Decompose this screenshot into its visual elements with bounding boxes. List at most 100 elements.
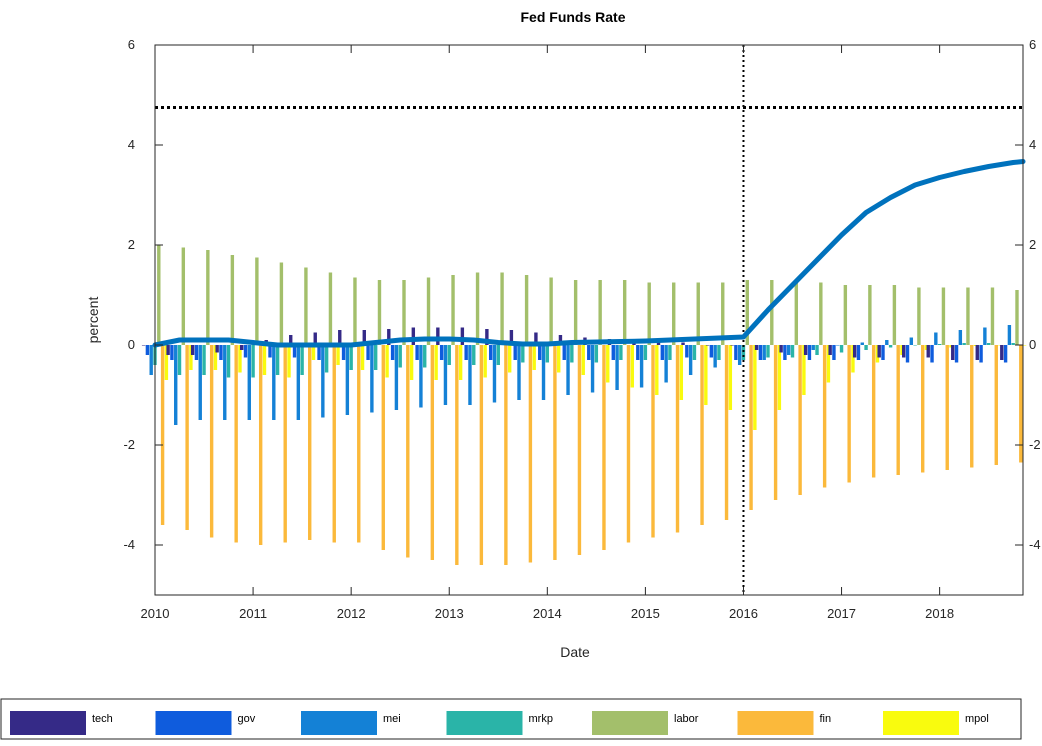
bar-tech	[190, 345, 195, 355]
bar-mrkp	[521, 345, 525, 363]
x-tick-label: 2010	[141, 606, 170, 621]
y-tick-label-right: -2	[1029, 437, 1041, 452]
bar-labor	[647, 282, 651, 345]
legend-swatch-mpol	[883, 711, 959, 735]
bar-fin	[822, 345, 827, 488]
bar-mei	[664, 345, 668, 383]
line-layer	[152, 45, 1026, 595]
x-tick-label: 2016	[729, 606, 758, 621]
bar-labor	[157, 245, 161, 345]
bar-gov	[415, 345, 419, 360]
bar-mrkp	[888, 345, 893, 348]
bar-mei	[566, 345, 570, 395]
bar-tech	[411, 327, 416, 345]
bar-tech	[779, 345, 783, 353]
bar-mei	[713, 345, 717, 368]
bar-fin	[381, 345, 385, 550]
bar-labor	[990, 287, 995, 345]
bar-tech	[975, 345, 979, 360]
bar-labor	[206, 250, 210, 345]
bar-mei	[541, 345, 546, 400]
line-fed-funds-rate	[152, 159, 1026, 348]
bar-gov	[219, 345, 223, 360]
bar-mei	[615, 345, 619, 390]
bar-labor	[524, 275, 529, 345]
bar-fin	[773, 345, 778, 500]
y-tick-label-right: -4	[1029, 537, 1041, 552]
bar-fin	[651, 345, 655, 538]
x-axis-title: Date	[560, 644, 590, 660]
bar-mei	[688, 345, 693, 375]
bar-mpol	[998, 345, 1002, 346]
bar-labor	[917, 287, 921, 345]
bar-fin	[921, 345, 925, 473]
bar-tech	[436, 327, 440, 345]
bar-mpol	[704, 345, 708, 405]
bar-fin	[185, 345, 189, 530]
bar-gov	[856, 345, 861, 360]
bar-mrkp	[717, 345, 721, 360]
bar-mpol	[311, 345, 316, 360]
bar-gov	[685, 345, 689, 358]
bar-labor	[966, 287, 970, 345]
bar-gov	[366, 345, 370, 360]
bar-mei	[419, 345, 423, 408]
bar-mrkp	[545, 345, 550, 363]
bar-tech	[509, 330, 514, 345]
bar-mei	[492, 345, 497, 403]
x-tick-label: 2012	[337, 606, 366, 621]
bar-labor	[1015, 290, 1019, 345]
bar-labor	[426, 277, 431, 345]
bar-mei	[272, 345, 276, 420]
x-tick-label: 2011	[239, 606, 267, 621]
bar-labor	[573, 280, 578, 345]
bar-gov	[538, 345, 542, 360]
bar-mrkp	[324, 345, 329, 373]
y-tick-label: 0	[128, 337, 135, 352]
bar-mei	[811, 345, 815, 350]
bar-fin	[847, 345, 851, 483]
bar-fin	[896, 345, 900, 475]
bar-layer	[141, 245, 1027, 565]
bar-tech	[754, 345, 759, 350]
x-tick-label: 2017	[827, 606, 856, 621]
bar-mrkp	[398, 345, 402, 368]
bar-mei	[321, 345, 325, 418]
bar-tech	[362, 330, 366, 345]
bar-mei	[909, 337, 914, 345]
bar-fin	[234, 345, 238, 543]
x-tick-label: 2013	[435, 606, 464, 621]
bar-labor	[672, 282, 676, 345]
bar-fin	[553, 345, 557, 560]
bar-gov	[317, 345, 321, 360]
bar-mrkp	[741, 345, 746, 360]
y-tick-label-right: 0	[1029, 337, 1036, 352]
bar-mrkp	[619, 345, 623, 360]
bar-labor	[377, 280, 382, 345]
bar-gov	[660, 345, 665, 360]
bar-mpol	[924, 345, 929, 350]
legend-label-tech: tech	[92, 713, 113, 725]
bar-mrkp	[373, 345, 378, 370]
bar-labor	[794, 282, 799, 345]
bar-mrkp	[275, 345, 280, 375]
y-tick-label: -2	[123, 437, 135, 452]
bar-mei	[517, 345, 521, 400]
y-tick-label-right: 4	[1029, 137, 1036, 152]
y-tick-label: 2	[128, 237, 135, 252]
bar-fin	[749, 345, 753, 510]
bar-mei	[1007, 325, 1012, 345]
bar-mpol	[655, 345, 659, 395]
x-tick-label: 2018	[925, 606, 954, 621]
bar-mpol	[360, 345, 365, 370]
legend-label-mpol: mpol	[965, 713, 989, 725]
bar-gov	[1003, 345, 1008, 363]
bar-fin	[430, 345, 435, 560]
bar-gov	[390, 345, 395, 360]
y-tick-label: 6	[128, 37, 135, 52]
bar-fin	[528, 345, 533, 563]
bar-mpol	[753, 345, 757, 430]
bar-mrkp	[643, 345, 648, 360]
bar-mpol	[1022, 345, 1027, 346]
bar-labor	[819, 282, 823, 345]
